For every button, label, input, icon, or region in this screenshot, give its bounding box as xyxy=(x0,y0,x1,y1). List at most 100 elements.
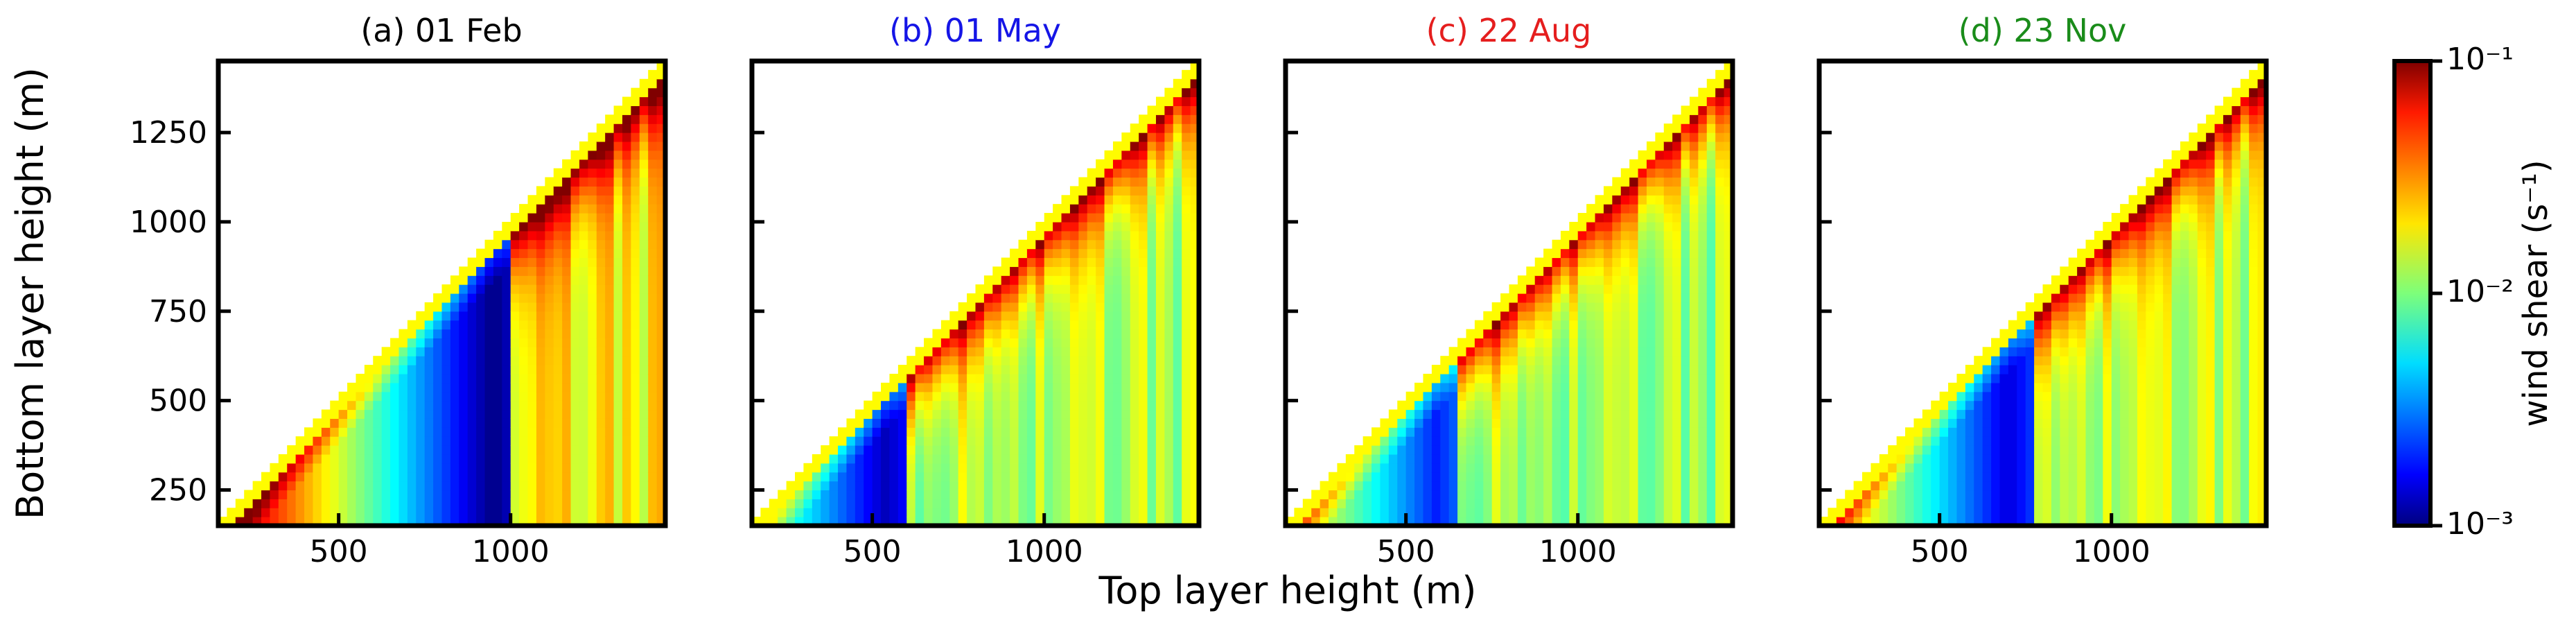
heatmap-cell xyxy=(1560,472,1570,482)
heatmap-cell xyxy=(1035,338,1045,347)
heatmap-cell xyxy=(2077,266,2087,276)
heatmap-cell xyxy=(992,454,1002,464)
heatmap-cell xyxy=(613,490,623,499)
heatmap-cell xyxy=(1500,311,1510,321)
heatmap-cell xyxy=(390,365,400,374)
heatmap-cell xyxy=(1698,490,1708,499)
heatmap-cell xyxy=(915,454,925,464)
heatmap-cell xyxy=(2103,356,2112,365)
heatmap-cell xyxy=(1035,365,1045,374)
heatmap-cell xyxy=(631,204,640,214)
heatmap-cell xyxy=(958,365,967,374)
heatmap-cell xyxy=(1948,481,1958,491)
heatmap-cell xyxy=(364,481,374,491)
heatmap-cell xyxy=(1474,400,1484,411)
heatmap-cell xyxy=(596,248,606,259)
heatmap-cell xyxy=(1560,320,1570,330)
heatmap-cell xyxy=(2094,239,2103,250)
heatmap-cell xyxy=(510,230,520,241)
heatmap-cell xyxy=(390,356,400,365)
heatmap-cell xyxy=(967,490,976,499)
heatmap-cell xyxy=(958,445,967,455)
heatmap-cell xyxy=(596,302,606,312)
heatmap-cell xyxy=(1620,391,1630,402)
heatmap-cell xyxy=(1069,445,1079,455)
heatmap-cell xyxy=(992,284,1002,294)
heatmap-cell xyxy=(1982,418,1992,428)
x-tick-label: 500 xyxy=(843,534,902,569)
heatmap-cell xyxy=(536,195,545,205)
heatmap-cell xyxy=(1474,508,1484,517)
heatmap-cell xyxy=(493,365,502,374)
heatmap-cell xyxy=(441,391,451,402)
heatmap-cell xyxy=(1139,123,1148,133)
heatmap-cell xyxy=(2042,347,2052,356)
heatmap-cell xyxy=(2094,427,2103,437)
heatmap-cell xyxy=(639,248,649,259)
heatmap-cell xyxy=(924,463,934,473)
heatmap-cell xyxy=(1173,338,1182,347)
heatmap-cell xyxy=(1655,391,1665,402)
heatmap-cell xyxy=(2085,499,2095,508)
heatmap-cell xyxy=(1517,508,1527,517)
heatmap-cell xyxy=(398,409,408,419)
heatmap-cell xyxy=(1577,248,1587,259)
heatmap-cell xyxy=(1698,105,1708,115)
heatmap-cell xyxy=(545,356,554,365)
heatmap-cell xyxy=(2128,418,2138,428)
heatmap-cell xyxy=(398,508,408,517)
heatmap-cell xyxy=(579,418,588,428)
heatmap-cell xyxy=(1948,454,1958,464)
heatmap-cell xyxy=(2060,490,2069,499)
heatmap-cell xyxy=(416,365,426,374)
heatmap-cell xyxy=(1044,427,1053,437)
heatmap-cell xyxy=(1121,141,1131,151)
heatmap-cell xyxy=(330,436,340,446)
heatmap-cell xyxy=(1010,266,1019,276)
heatmap-cell xyxy=(1681,373,1690,384)
heatmap-cell xyxy=(1672,490,1682,499)
heatmap-cell xyxy=(1543,248,1553,259)
heatmap-cell xyxy=(1638,338,1647,347)
heatmap-cell xyxy=(1560,239,1570,250)
heatmap-cell xyxy=(1715,230,1725,241)
heatmap-cell xyxy=(1638,320,1647,330)
heatmap-cell xyxy=(855,409,864,419)
heatmap-cell xyxy=(545,418,554,428)
heatmap-cell xyxy=(553,338,563,347)
heatmap-cell xyxy=(1372,463,1381,473)
heatmap-cell xyxy=(235,508,245,517)
heatmap-cell xyxy=(838,472,848,482)
heatmap-cell xyxy=(932,445,942,455)
heatmap-cell xyxy=(562,230,572,241)
heatmap-cell xyxy=(338,418,348,428)
heatmap-cell xyxy=(579,454,588,464)
heatmap-cell xyxy=(553,454,563,464)
heatmap-cell xyxy=(958,472,967,482)
heatmap-cell xyxy=(864,481,873,491)
heatmap-cell xyxy=(2060,409,2069,419)
heatmap-cell xyxy=(2034,463,2044,473)
heatmap-cell xyxy=(570,490,580,499)
heatmap-cell xyxy=(932,472,942,482)
heatmap-cell xyxy=(1405,454,1415,464)
heatmap-cell xyxy=(1112,427,1122,437)
heatmap-cell xyxy=(1956,409,1966,419)
heatmap-cell xyxy=(897,490,907,499)
heatmap-cell xyxy=(1001,481,1010,491)
heatmap-cell xyxy=(536,445,545,455)
heatmap-cell xyxy=(1569,454,1579,464)
heatmap-cell xyxy=(1431,373,1441,384)
heatmap-cell xyxy=(1139,257,1148,267)
heatmap-cell xyxy=(510,221,520,232)
heatmap-cell xyxy=(459,356,468,365)
heatmap-cell xyxy=(1112,221,1122,232)
heatmap-cell xyxy=(536,204,545,214)
heatmap-cell xyxy=(2094,293,2103,303)
heatmap-cell xyxy=(553,499,563,508)
heatmap-cell xyxy=(795,499,805,508)
heatmap-cell xyxy=(1862,472,1872,482)
heatmap-cell xyxy=(622,168,631,178)
heatmap-cell xyxy=(1139,508,1148,517)
heatmap-cell xyxy=(321,445,331,455)
